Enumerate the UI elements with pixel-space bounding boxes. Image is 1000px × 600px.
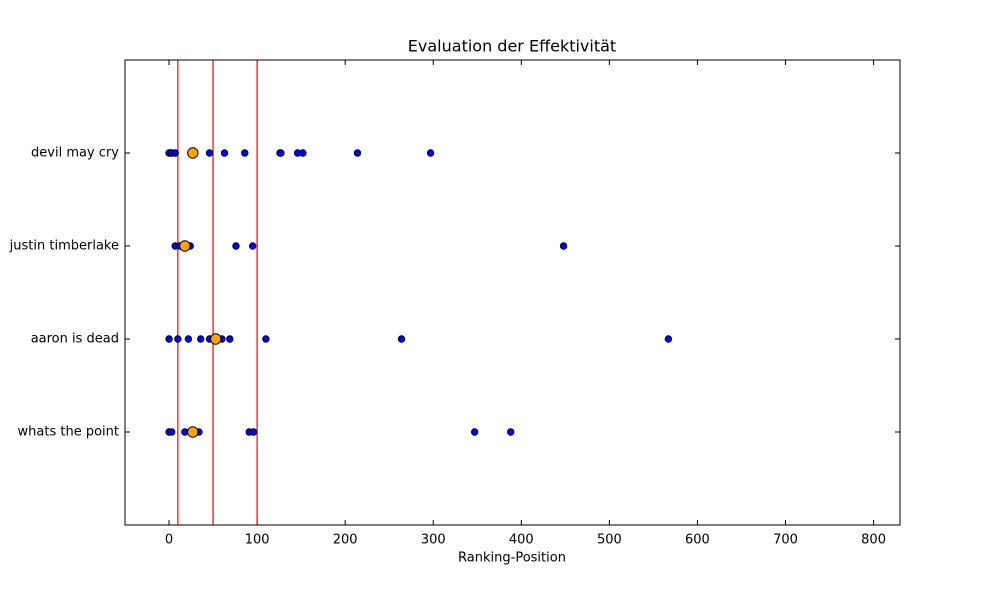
x-tick-label: 300 [421, 533, 446, 548]
x-tick-label: 600 [685, 533, 710, 548]
point [249, 428, 258, 436]
x-tick-label: 400 [509, 533, 534, 548]
point [262, 335, 270, 343]
point [232, 242, 240, 250]
point [248, 242, 257, 250]
point [353, 149, 362, 157]
point [277, 149, 285, 157]
point [174, 335, 182, 343]
mean-point [187, 426, 199, 438]
mean-point [179, 240, 191, 252]
x-tick-label: 100 [245, 533, 270, 548]
point [241, 149, 249, 157]
point [397, 335, 406, 343]
point [559, 242, 568, 250]
point [220, 149, 229, 157]
point [426, 149, 435, 157]
x-axis-label: Ranking-Position [458, 551, 566, 566]
y-tick-label: devil may cry [31, 146, 119, 161]
mean-point [187, 147, 199, 159]
point [664, 335, 673, 343]
plot-frame [124, 59, 901, 526]
point [470, 428, 479, 436]
x-tick-label: 200 [333, 533, 358, 548]
y-tick-label: justin timberlake [9, 239, 119, 254]
point [226, 335, 234, 343]
x-tick-label: 700 [773, 533, 798, 548]
point [205, 149, 214, 157]
x-tick-label: 500 [597, 533, 622, 548]
point [507, 428, 515, 436]
mean-point [210, 333, 222, 345]
chart-title: Evaluation der Effektivität [408, 37, 616, 56]
point [165, 335, 173, 343]
x-tick-label: 0 [165, 533, 173, 548]
point [197, 335, 205, 343]
point [171, 149, 179, 157]
y-tick-label: whats the point [18, 425, 119, 440]
point [299, 149, 307, 157]
y-tick-label: aaron is dead [31, 332, 119, 347]
x-tick-label: 800 [861, 533, 886, 548]
point [167, 428, 176, 436]
point [184, 335, 193, 343]
